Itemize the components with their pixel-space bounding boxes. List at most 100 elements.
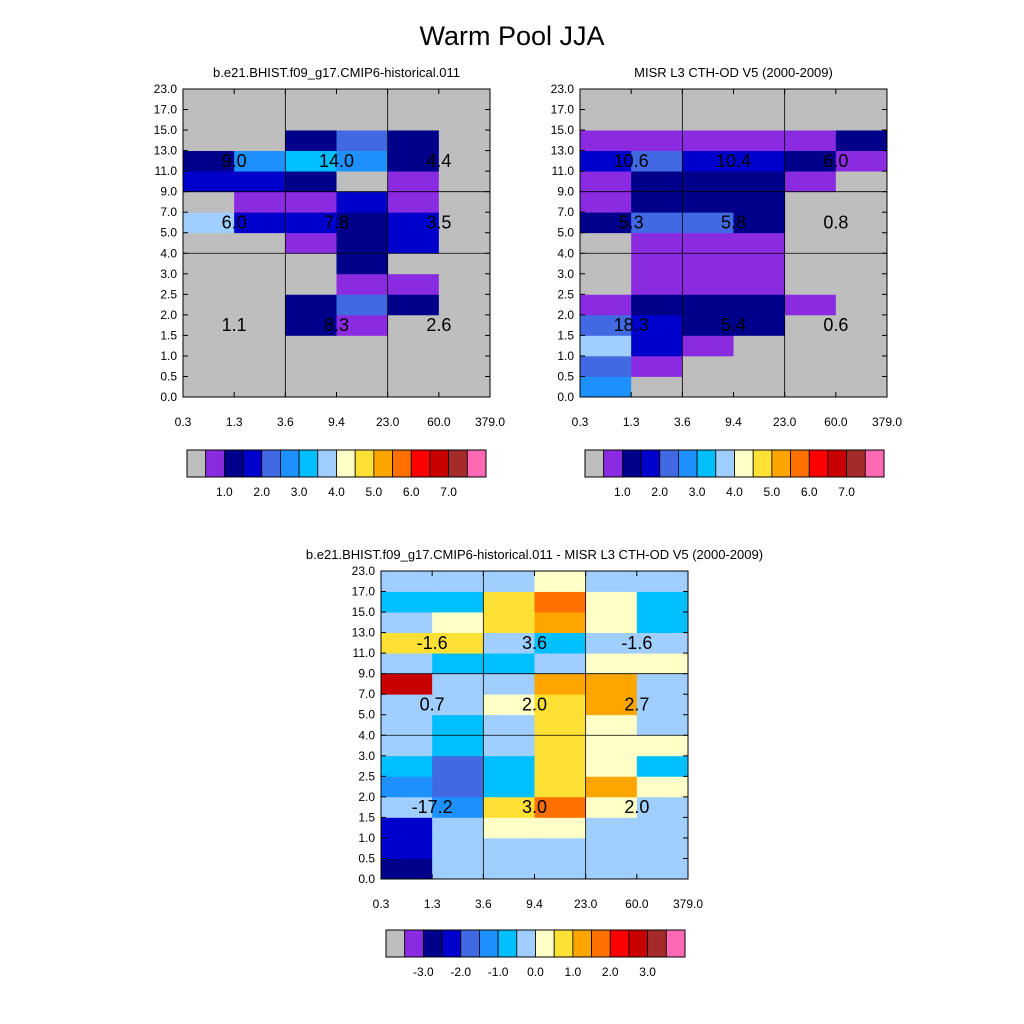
heatmap-cell (733, 273, 786, 295)
heatmap-cell (585, 776, 638, 798)
colorbar-swatch (640, 449, 661, 478)
heatmap-cell (682, 191, 734, 213)
colorbar-label: 4.0 (328, 485, 345, 499)
cell-annotation: -1.6 (621, 633, 652, 653)
heatmap-cell (336, 314, 389, 336)
cell-annotation: 14.0 (319, 151, 354, 171)
heatmap-cell (835, 212, 888, 234)
heatmap-cell (381, 571, 433, 592)
x-tick-label: 0.3 (572, 415, 589, 429)
heatmap-cell (636, 755, 689, 777)
heatmap-cell (432, 755, 484, 777)
y-tick-label: 9.0 (557, 185, 574, 199)
y-tick-label: 2.0 (160, 308, 177, 322)
heatmap-cell (483, 591, 535, 613)
heatmap-cell (580, 130, 632, 151)
heatmap-cell (483, 653, 535, 675)
heatmap-cell (682, 109, 734, 131)
heatmap-cell (438, 191, 491, 213)
heatmap-cell (784, 355, 837, 377)
heatmap-cell (438, 335, 491, 357)
panel-title-1: b.e21.BHIST.f09_g17.CMIP6-historical.011 (213, 65, 460, 80)
heatmap-cell (585, 571, 638, 592)
heatmap-cell (336, 212, 389, 234)
heatmap-cell (784, 130, 837, 151)
colorbar-label: -1.0 (488, 965, 509, 979)
heatmap-cell (381, 612, 433, 633)
heatmap-cell (285, 89, 337, 110)
colorbar-swatch (441, 929, 462, 958)
heatmap-cell (336, 191, 389, 213)
heatmap-cell (183, 294, 235, 316)
heatmap-cell (432, 796, 484, 818)
heatmap-cell (183, 335, 235, 357)
heatmap-cell (585, 714, 638, 736)
cell-annotation: 0.6 (823, 315, 848, 335)
heatmap-cell (285, 109, 337, 131)
cell-annotation: -17.2 (412, 797, 453, 817)
heatmap-cell (285, 314, 337, 336)
heatmap-cell (336, 355, 389, 377)
colorbar-swatch (373, 449, 393, 478)
y-tick-label: 1.0 (160, 349, 177, 363)
y-tick-label: 5.0 (358, 708, 375, 722)
heatmap-cell (234, 89, 286, 110)
heatmap-cell (387, 294, 440, 316)
y-tick-label: 5.0 (160, 226, 177, 240)
heatmap-cell (534, 837, 587, 859)
y-tick-label: 17.0 (154, 103, 178, 117)
figure-title: Warm Pool JJA (419, 21, 604, 51)
colorbar-swatch (516, 929, 536, 958)
heatmap-cell (636, 571, 689, 592)
heatmap-cell (580, 150, 632, 172)
heatmap-cell (733, 109, 786, 131)
heatmap-cell (534, 673, 587, 695)
heatmap-cell (432, 612, 484, 633)
heatmap-cell (183, 376, 235, 398)
colorbar-swatch (460, 929, 480, 958)
heatmap-cell (534, 735, 587, 757)
y-tick-label: 11.0 (155, 164, 178, 178)
heatmap-cell (285, 150, 337, 172)
heatmap-cell (483, 612, 535, 633)
heatmap-cell (387, 212, 440, 234)
heatmap-cell (381, 694, 433, 716)
y-tick-label: 4.0 (358, 728, 375, 742)
colorbar-swatch (665, 929, 686, 958)
colorbar-swatch (827, 449, 848, 478)
colorbar-label: 1.0 (565, 965, 582, 979)
heatmap-cell (234, 150, 286, 172)
heatmap-cell (438, 89, 491, 110)
heatmap-cell (835, 253, 888, 275)
heatmap-cell (534, 653, 587, 675)
heatmap-cell (682, 253, 734, 275)
heatmap-cell (432, 817, 484, 839)
heatmap-cell (387, 355, 440, 377)
heatmap-cell (733, 171, 786, 193)
cell-annotation: 2.6 (426, 315, 451, 335)
colorbar-swatch (734, 449, 754, 478)
heatmap-cell (733, 191, 786, 213)
x-tick-label: 23.0 (574, 897, 598, 911)
y-tick-label: 11.0 (353, 646, 376, 660)
cell-annotation: 0.8 (823, 212, 848, 232)
y-tick-label: 1.0 (358, 831, 375, 845)
heatmap-cell (580, 273, 632, 295)
colorbar-label: 7.0 (440, 485, 457, 499)
y-tick-label: 11.0 (552, 164, 575, 178)
heatmap-cell (234, 232, 286, 254)
heatmap-cell (381, 755, 433, 777)
colorbar-swatch (647, 929, 667, 958)
colorbar-label: 6.0 (403, 485, 420, 499)
heatmap-cell (285, 294, 337, 316)
y-tick-label: 9.0 (160, 185, 177, 199)
heatmap-cell (636, 796, 689, 818)
cell-annotation: 9.0 (222, 151, 247, 171)
cell-annotation: 5.8 (721, 212, 746, 232)
heatmap-cell (432, 632, 484, 654)
colorbar-swatch (205, 449, 225, 478)
colorbar-swatch (846, 449, 866, 478)
heatmap-cell (432, 858, 484, 880)
x-tick-label: 9.4 (328, 415, 345, 429)
colorbar-label: 4.0 (726, 485, 743, 499)
